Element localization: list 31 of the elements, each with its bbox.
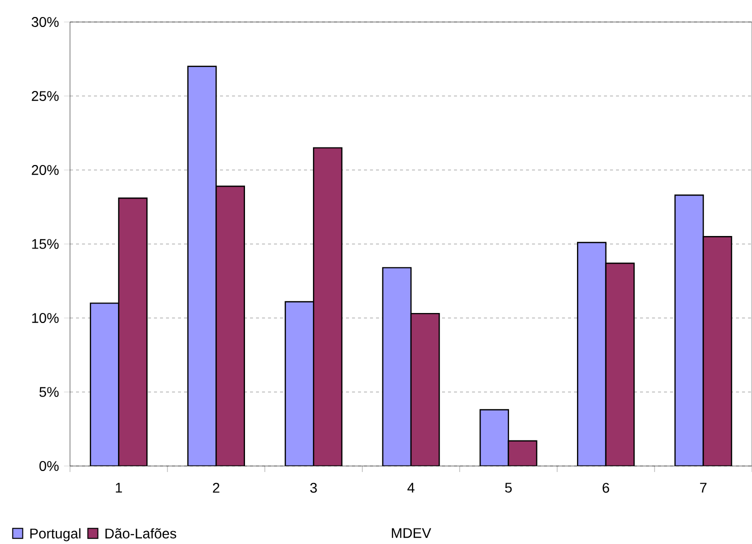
x-tick-label: 3 (310, 482, 317, 493)
y-tick-label: 30% (32, 17, 59, 27)
bar (605, 262, 635, 466)
y-tick-label: 25% (32, 91, 59, 101)
x-tick-label: 1 (116, 482, 122, 492)
x-tick-label: 7 (700, 482, 706, 492)
x-tick-label: 5 (505, 482, 512, 493)
bar (382, 267, 412, 466)
legend-label: Dão-Lafões (105, 528, 176, 538)
bar (90, 302, 120, 466)
bar (410, 312, 440, 466)
bar (702, 236, 732, 466)
bar (216, 186, 245, 466)
x-tick-label: 6 (602, 482, 610, 493)
x-axis-title: MDEV (392, 528, 432, 538)
bar (577, 242, 606, 466)
y-tick-label: 5% (39, 387, 59, 397)
x-tick-label: 4 (407, 482, 414, 492)
x-tick-label: 2 (212, 482, 220, 493)
y-tick-label: 15% (32, 239, 59, 249)
bar (508, 440, 538, 466)
y-tick-label: 20% (32, 165, 59, 175)
bar (480, 409, 510, 466)
bar (118, 198, 148, 466)
bar (674, 194, 704, 466)
bar (284, 301, 314, 466)
bar (312, 147, 342, 466)
bar (187, 66, 217, 466)
legend-label: Portugal (30, 528, 80, 542)
y-tick-label: 0% (39, 461, 59, 471)
y-tick-label: 10% (32, 313, 59, 323)
